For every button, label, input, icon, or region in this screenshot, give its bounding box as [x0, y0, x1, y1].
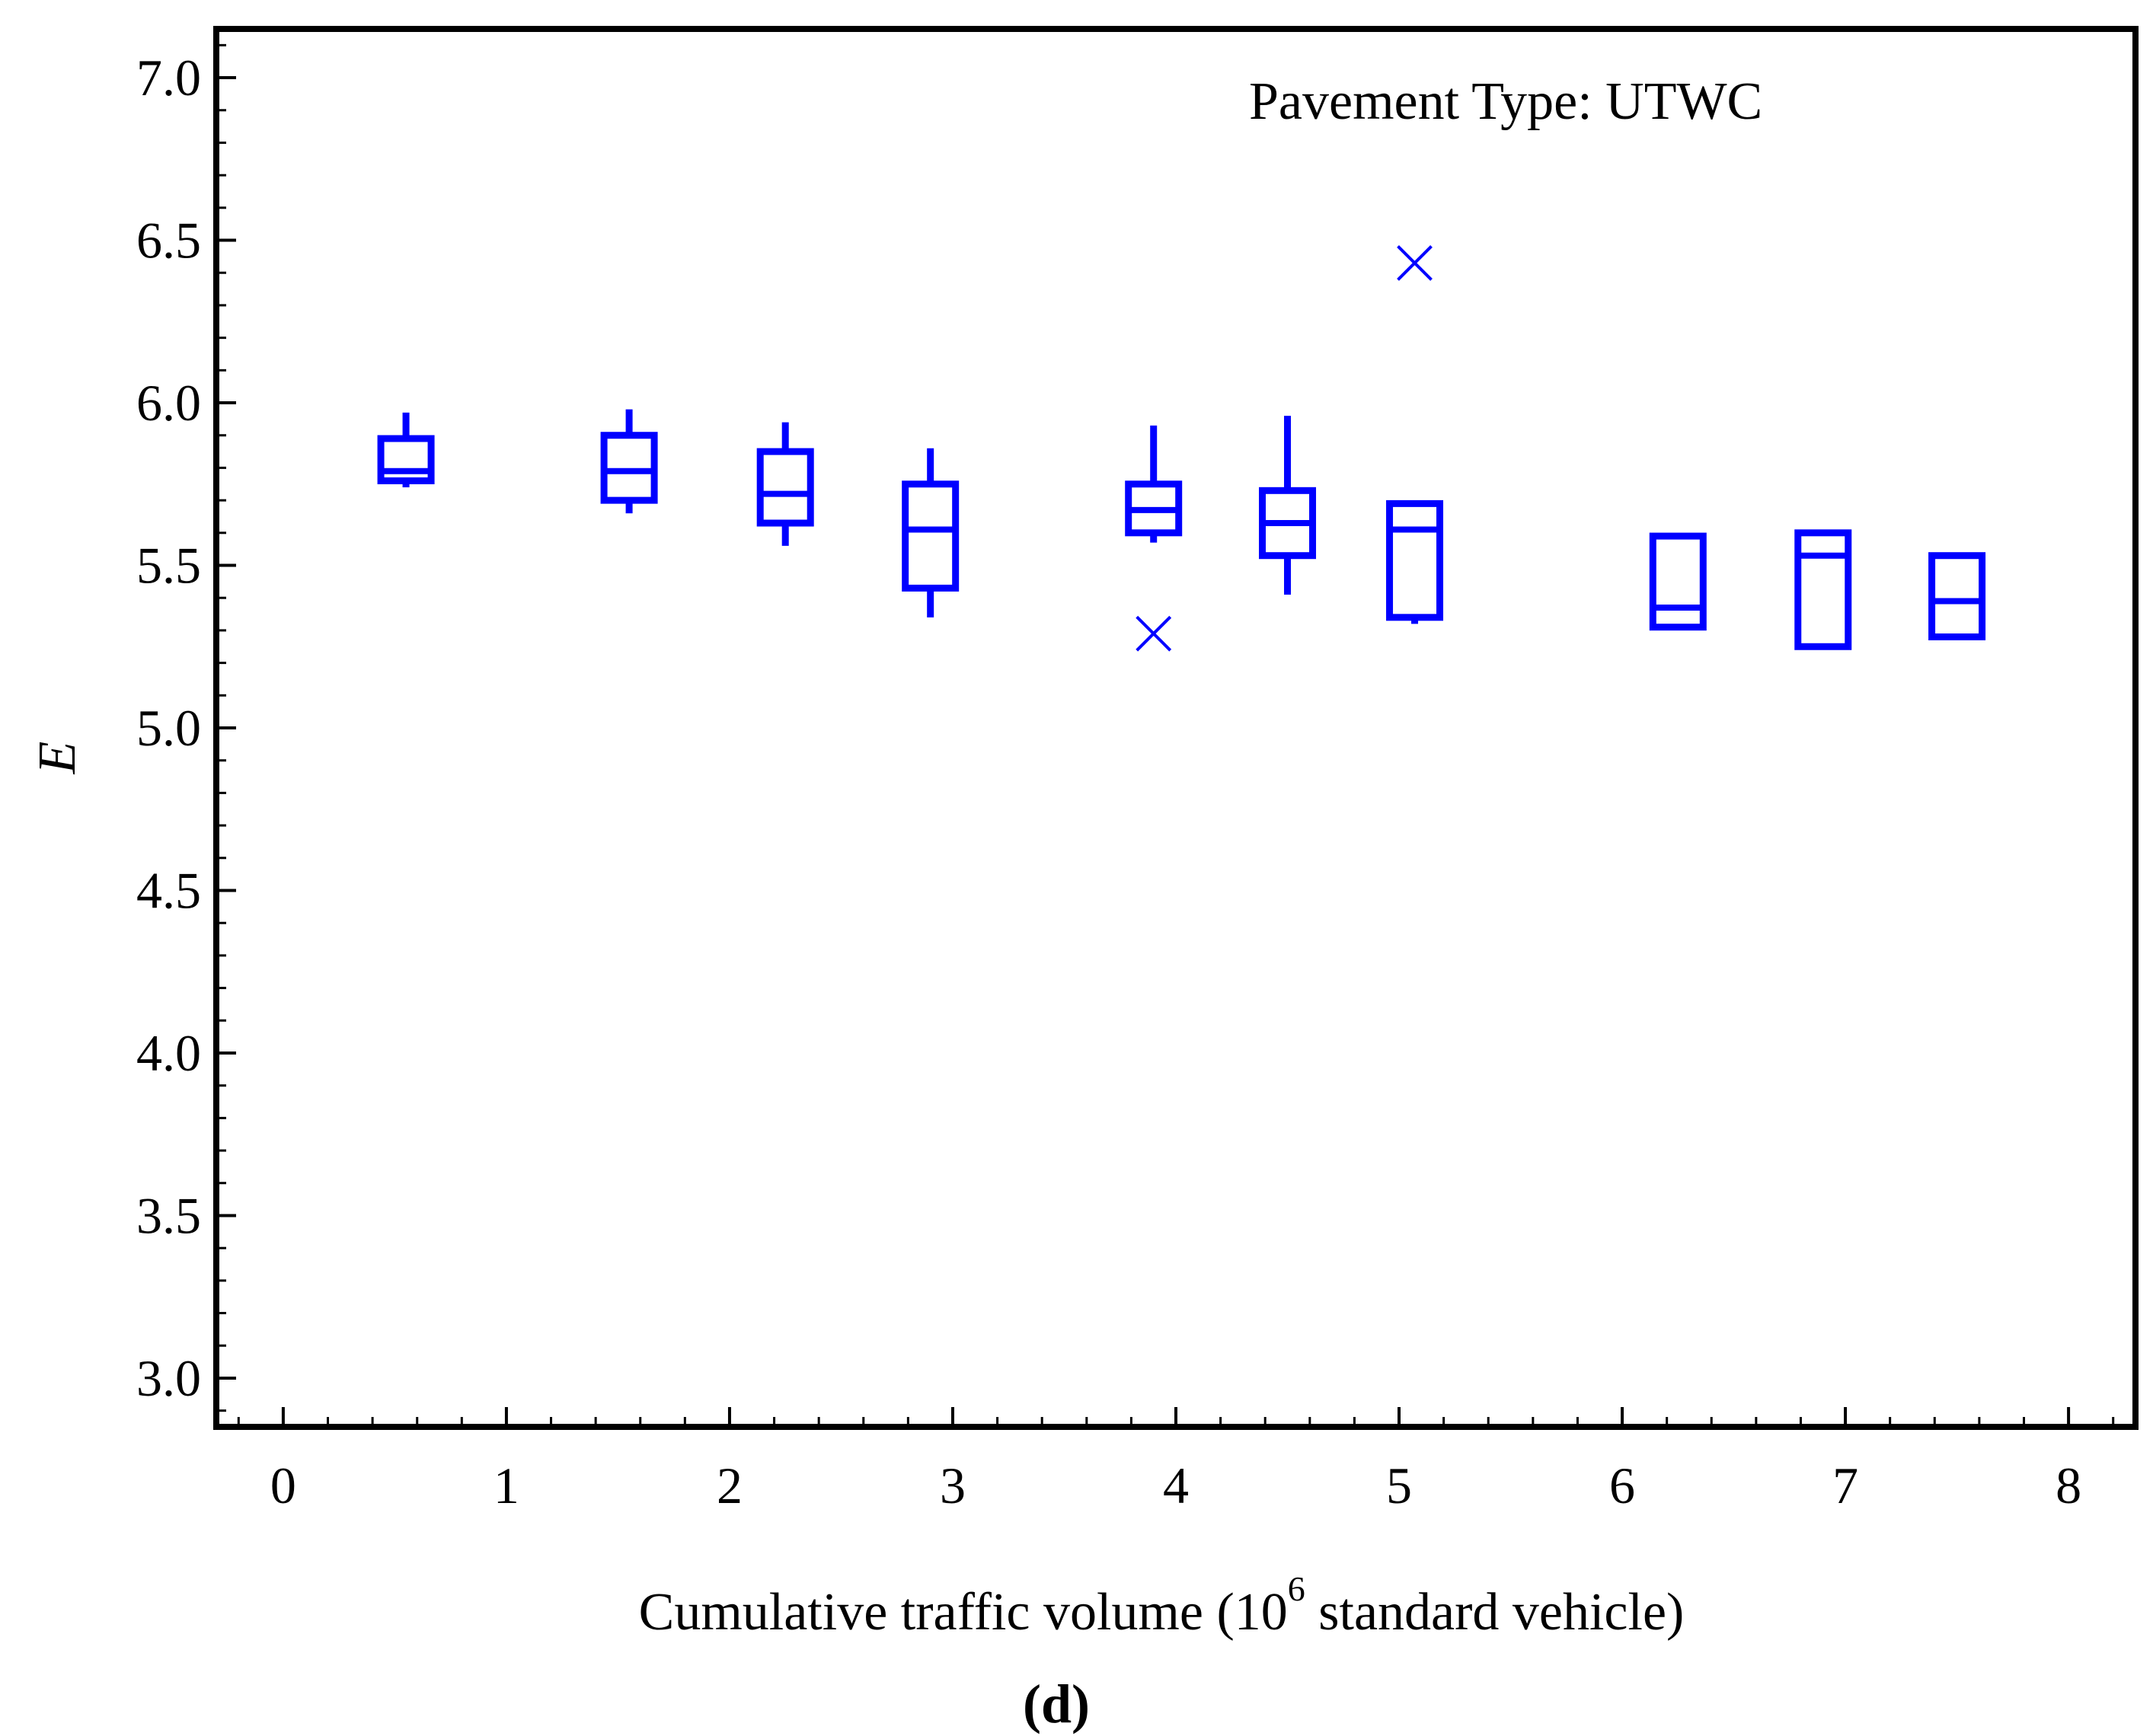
x-tick-label: 0 — [270, 1457, 296, 1514]
minor-ticks — [216, 43, 2115, 1427]
box-item — [377, 412, 435, 488]
outlier-marker — [1397, 245, 1433, 281]
x-tick-label: 7 — [1832, 1457, 1858, 1514]
x-axis-label-exponent: 6 — [1288, 1569, 1305, 1608]
x-axis-label-suffix: standard vehicle) — [1305, 1583, 1685, 1642]
x-tick-label: 1 — [494, 1457, 519, 1514]
y-tick-label: 7.0 — [136, 49, 201, 107]
box-iqr — [600, 432, 658, 504]
box-item — [1794, 529, 1852, 650]
box-iqr — [377, 435, 435, 484]
outlier-stroke — [1136, 615, 1172, 652]
x-tick-label: 6 — [1609, 1457, 1635, 1514]
x-axis-label: Cumulative traffic volume (106 standard … — [639, 1569, 1685, 1642]
panel-label: (d) — [1023, 1674, 1090, 1734]
y-tick-label: 5.0 — [136, 699, 201, 757]
box-iqr — [902, 480, 960, 592]
y-tick-label: 3.0 — [136, 1349, 201, 1407]
outlier-marker — [1136, 615, 1172, 652]
y-axis-label: E — [28, 742, 87, 775]
y-tick-labels: 3.0 3.5 4.0 4.5 5.0 5.5 6.0 6.5 7.0 — [136, 49, 201, 1407]
major-ticks — [216, 76, 2071, 1427]
y-tick-label: 5.5 — [136, 537, 201, 595]
y-tick-label: 4.5 — [136, 861, 201, 919]
pavement-type-annotation: Pavement Type: UTWC — [1249, 72, 1762, 131]
box-item — [756, 422, 814, 546]
box-iqr — [756, 448, 814, 527]
outlier-stroke — [1397, 245, 1433, 281]
y-tick-label: 6.5 — [136, 212, 201, 270]
y-tick-label: 4.0 — [136, 1024, 201, 1082]
y-tick-label: 3.5 — [136, 1186, 201, 1244]
x-tick-label: 4 — [1163, 1457, 1189, 1514]
box-iqr — [1386, 499, 1444, 621]
x-tick-label: 3 — [940, 1457, 966, 1514]
x-tick-label: 8 — [2056, 1457, 2081, 1514]
x-tick-label: 5 — [1386, 1457, 1412, 1514]
box-item — [1259, 416, 1317, 595]
box-iqr — [1649, 532, 1707, 631]
box-item — [1928, 552, 1986, 640]
outlier-series — [1136, 245, 1433, 652]
x-tick-label: 2 — [717, 1457, 743, 1514]
box-series — [377, 409, 1986, 650]
box-iqr — [1794, 529, 1852, 650]
box-iqr — [1928, 552, 1986, 640]
box-item — [600, 409, 658, 514]
box-item — [1386, 499, 1444, 624]
x-axis-label-main: Cumulative traffic volume (10 — [639, 1583, 1288, 1642]
box-item — [902, 448, 960, 617]
y-tick-label: 6.0 — [136, 374, 201, 432]
box-item — [1649, 532, 1707, 631]
box-item — [1125, 425, 1183, 543]
x-tick-labels: 0 1 2 3 4 5 6 7 8 — [270, 1457, 2081, 1514]
